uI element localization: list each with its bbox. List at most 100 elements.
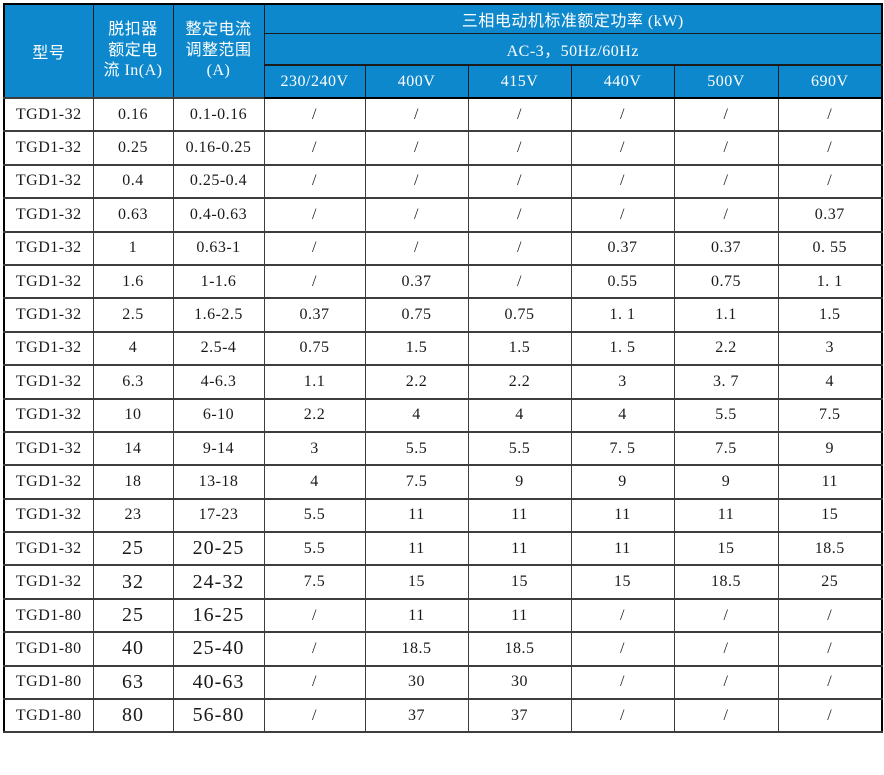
cell-power-500v: / <box>673 664 779 701</box>
cell-power-415v: / <box>467 163 572 200</box>
cell-power-230-240v: 1.1 <box>263 364 366 400</box>
cell-model: TGD1-80 <box>3 597 94 634</box>
table-row: TGD1-80 63 40-63/30 30// / <box>3 664 883 701</box>
table-row: TGD1-32 23 17-23 5.5 11 11 11 11 15 <box>3 497 883 534</box>
cell-power-415v: / <box>467 263 572 300</box>
cell-power-440v: 3 <box>570 364 675 400</box>
cell-power-500v: 15 <box>673 531 779 567</box>
cell-power-500v: / <box>673 597 779 634</box>
cell-adjust-range: 40-63 <box>172 664 265 701</box>
cell-power-415v: / <box>467 130 572 166</box>
table-header: 型号 脱扣器 额定电 流 In(A) 整定电流 调整范围 (A) 三相电动机标准… <box>3 3 883 99</box>
cell-power-690v: 7.5 <box>777 397 883 433</box>
header-voltage-0: 230/240V <box>263 64 366 99</box>
table-row: TGD1-80 80 56-80/37 37// / <box>3 698 883 734</box>
cell-adjust-range: 0.25-0.4 <box>172 163 265 200</box>
header-power-condition: AC-3，50Hz/60Hz <box>263 33 883 66</box>
cell-rated-current: 25 <box>92 597 174 634</box>
cell-power-690v: / <box>777 96 883 133</box>
cell-power-690v: / <box>777 130 883 166</box>
datasheet-page: 型号 脱扣器 额定电 流 In(A) 整定电流 调整范围 (A) 三相电动机标准… <box>3 3 884 734</box>
cell-power-415v: 4 <box>467 397 572 433</box>
cell-rated-current: 80 <box>92 698 174 734</box>
cell-power-400v: 0.37 <box>364 263 469 300</box>
cell-power-400v: / <box>364 130 469 166</box>
cell-power-440v: 1. 1 <box>570 297 675 333</box>
cell-power-400v: 4 <box>364 397 469 433</box>
cell-model: TGD1-32 <box>3 263 94 300</box>
cell-power-230-240v: / <box>263 631 366 667</box>
cell-power-230-240v: / <box>263 197 366 233</box>
cell-power-690v: 0. 55 <box>777 230 883 266</box>
cell-adjust-range: 9-14 <box>172 430 265 467</box>
cell-power-440v: 0.37 <box>570 230 675 266</box>
cell-power-415v: 11 <box>467 597 572 634</box>
cell-power-690v: 3 <box>777 330 883 367</box>
cell-power-440v: / <box>570 631 675 667</box>
cell-rated-current: 4 <box>92 330 174 367</box>
cell-power-415v: / <box>467 197 572 233</box>
cell-power-230-240v: 4 <box>263 464 366 500</box>
cell-adjust-range: 24-32 <box>172 564 265 600</box>
cell-rated-current: 40 <box>92 631 174 667</box>
table-body: TGD1-32 0.16 0.1-0.16// / / / / TGD1-32 0.25 0.16… <box>3 96 883 734</box>
cell-power-400v: 15 <box>364 564 469 600</box>
header-voltage-1: 400V <box>364 64 469 99</box>
cell-model: TGD1-32 <box>3 197 94 233</box>
cell-power-230-240v: 5.5 <box>263 531 366 567</box>
cell-adjust-range: 25-40 <box>172 631 265 667</box>
cell-model: TGD1-32 <box>3 297 94 333</box>
cell-power-400v: 0.75 <box>364 297 469 333</box>
cell-power-230-240v: / <box>263 263 366 300</box>
cell-power-440v: 9 <box>570 464 675 500</box>
cell-power-230-240v: 5.5 <box>263 497 366 534</box>
cell-power-690v: / <box>777 698 883 734</box>
cell-power-400v: 7.5 <box>364 464 469 500</box>
cell-power-440v: 7. 5 <box>570 430 675 467</box>
cell-power-400v: / <box>364 163 469 200</box>
cell-power-415v: 2.2 <box>467 364 572 400</box>
cell-power-440v: / <box>570 698 675 734</box>
cell-power-400v: 30 <box>364 664 469 701</box>
cell-adjust-range: 0.63-1 <box>172 230 265 266</box>
cell-power-230-240v: / <box>263 698 366 734</box>
table-row: TGD1-32 4 2.5-4 0.75 1.5 1.5 1. 5 2.2 3 <box>3 330 883 367</box>
cell-power-440v: 1. 5 <box>570 330 675 367</box>
cell-power-230-240v: 3 <box>263 430 366 467</box>
cell-power-690v: / <box>777 631 883 667</box>
cell-adjust-range: 0.4-0.63 <box>172 197 265 233</box>
cell-power-690v: 0.37 <box>777 197 883 233</box>
cell-adjust-range: 0.16-0.25 <box>172 130 265 166</box>
cell-rated-current: 1 <box>92 230 174 266</box>
cell-power-690v: 18.5 <box>777 531 883 567</box>
cell-power-500v: / <box>673 163 779 200</box>
cell-power-500v: 1.1 <box>673 297 779 333</box>
cell-power-500v: 0.75 <box>673 263 779 300</box>
cell-power-415v: 0.75 <box>467 297 572 333</box>
cell-power-500v: 5.5 <box>673 397 779 433</box>
cell-power-500v: 11 <box>673 497 779 534</box>
cell-rated-current: 6.3 <box>92 364 174 400</box>
cell-power-690v: / <box>777 664 883 701</box>
cell-adjust-range: 17-23 <box>172 497 265 534</box>
cell-power-690v: 15 <box>777 497 883 534</box>
cell-power-230-240v: / <box>263 597 366 634</box>
cell-model: TGD1-80 <box>3 664 94 701</box>
cell-power-400v: 11 <box>364 497 469 534</box>
cell-model: TGD1-32 <box>3 230 94 266</box>
header-voltage-3: 440V <box>570 64 675 99</box>
cell-power-440v: / <box>570 664 675 701</box>
table-row: TGD1-32 14 9-14 3 5.5 5.5 7. 5 7.5 9 <box>3 430 883 467</box>
cell-adjust-range: 56-80 <box>172 698 265 734</box>
cell-rated-current: 0.25 <box>92 130 174 166</box>
table-row: TGD1-32 1.6 1-1.6/0.37/0.55 0.75 1. 1 <box>3 263 883 300</box>
header-voltage-5: 690V <box>777 64 883 99</box>
cell-power-415v: 1.5 <box>467 330 572 367</box>
header-adjust-range: 整定电流 调整范围 (A) <box>172 3 265 99</box>
cell-power-400v: / <box>364 230 469 266</box>
cell-power-230-240v: / <box>263 130 366 166</box>
cell-power-690v: / <box>777 597 883 634</box>
cell-model: TGD1-32 <box>3 497 94 534</box>
cell-power-230-240v: 7.5 <box>263 564 366 600</box>
